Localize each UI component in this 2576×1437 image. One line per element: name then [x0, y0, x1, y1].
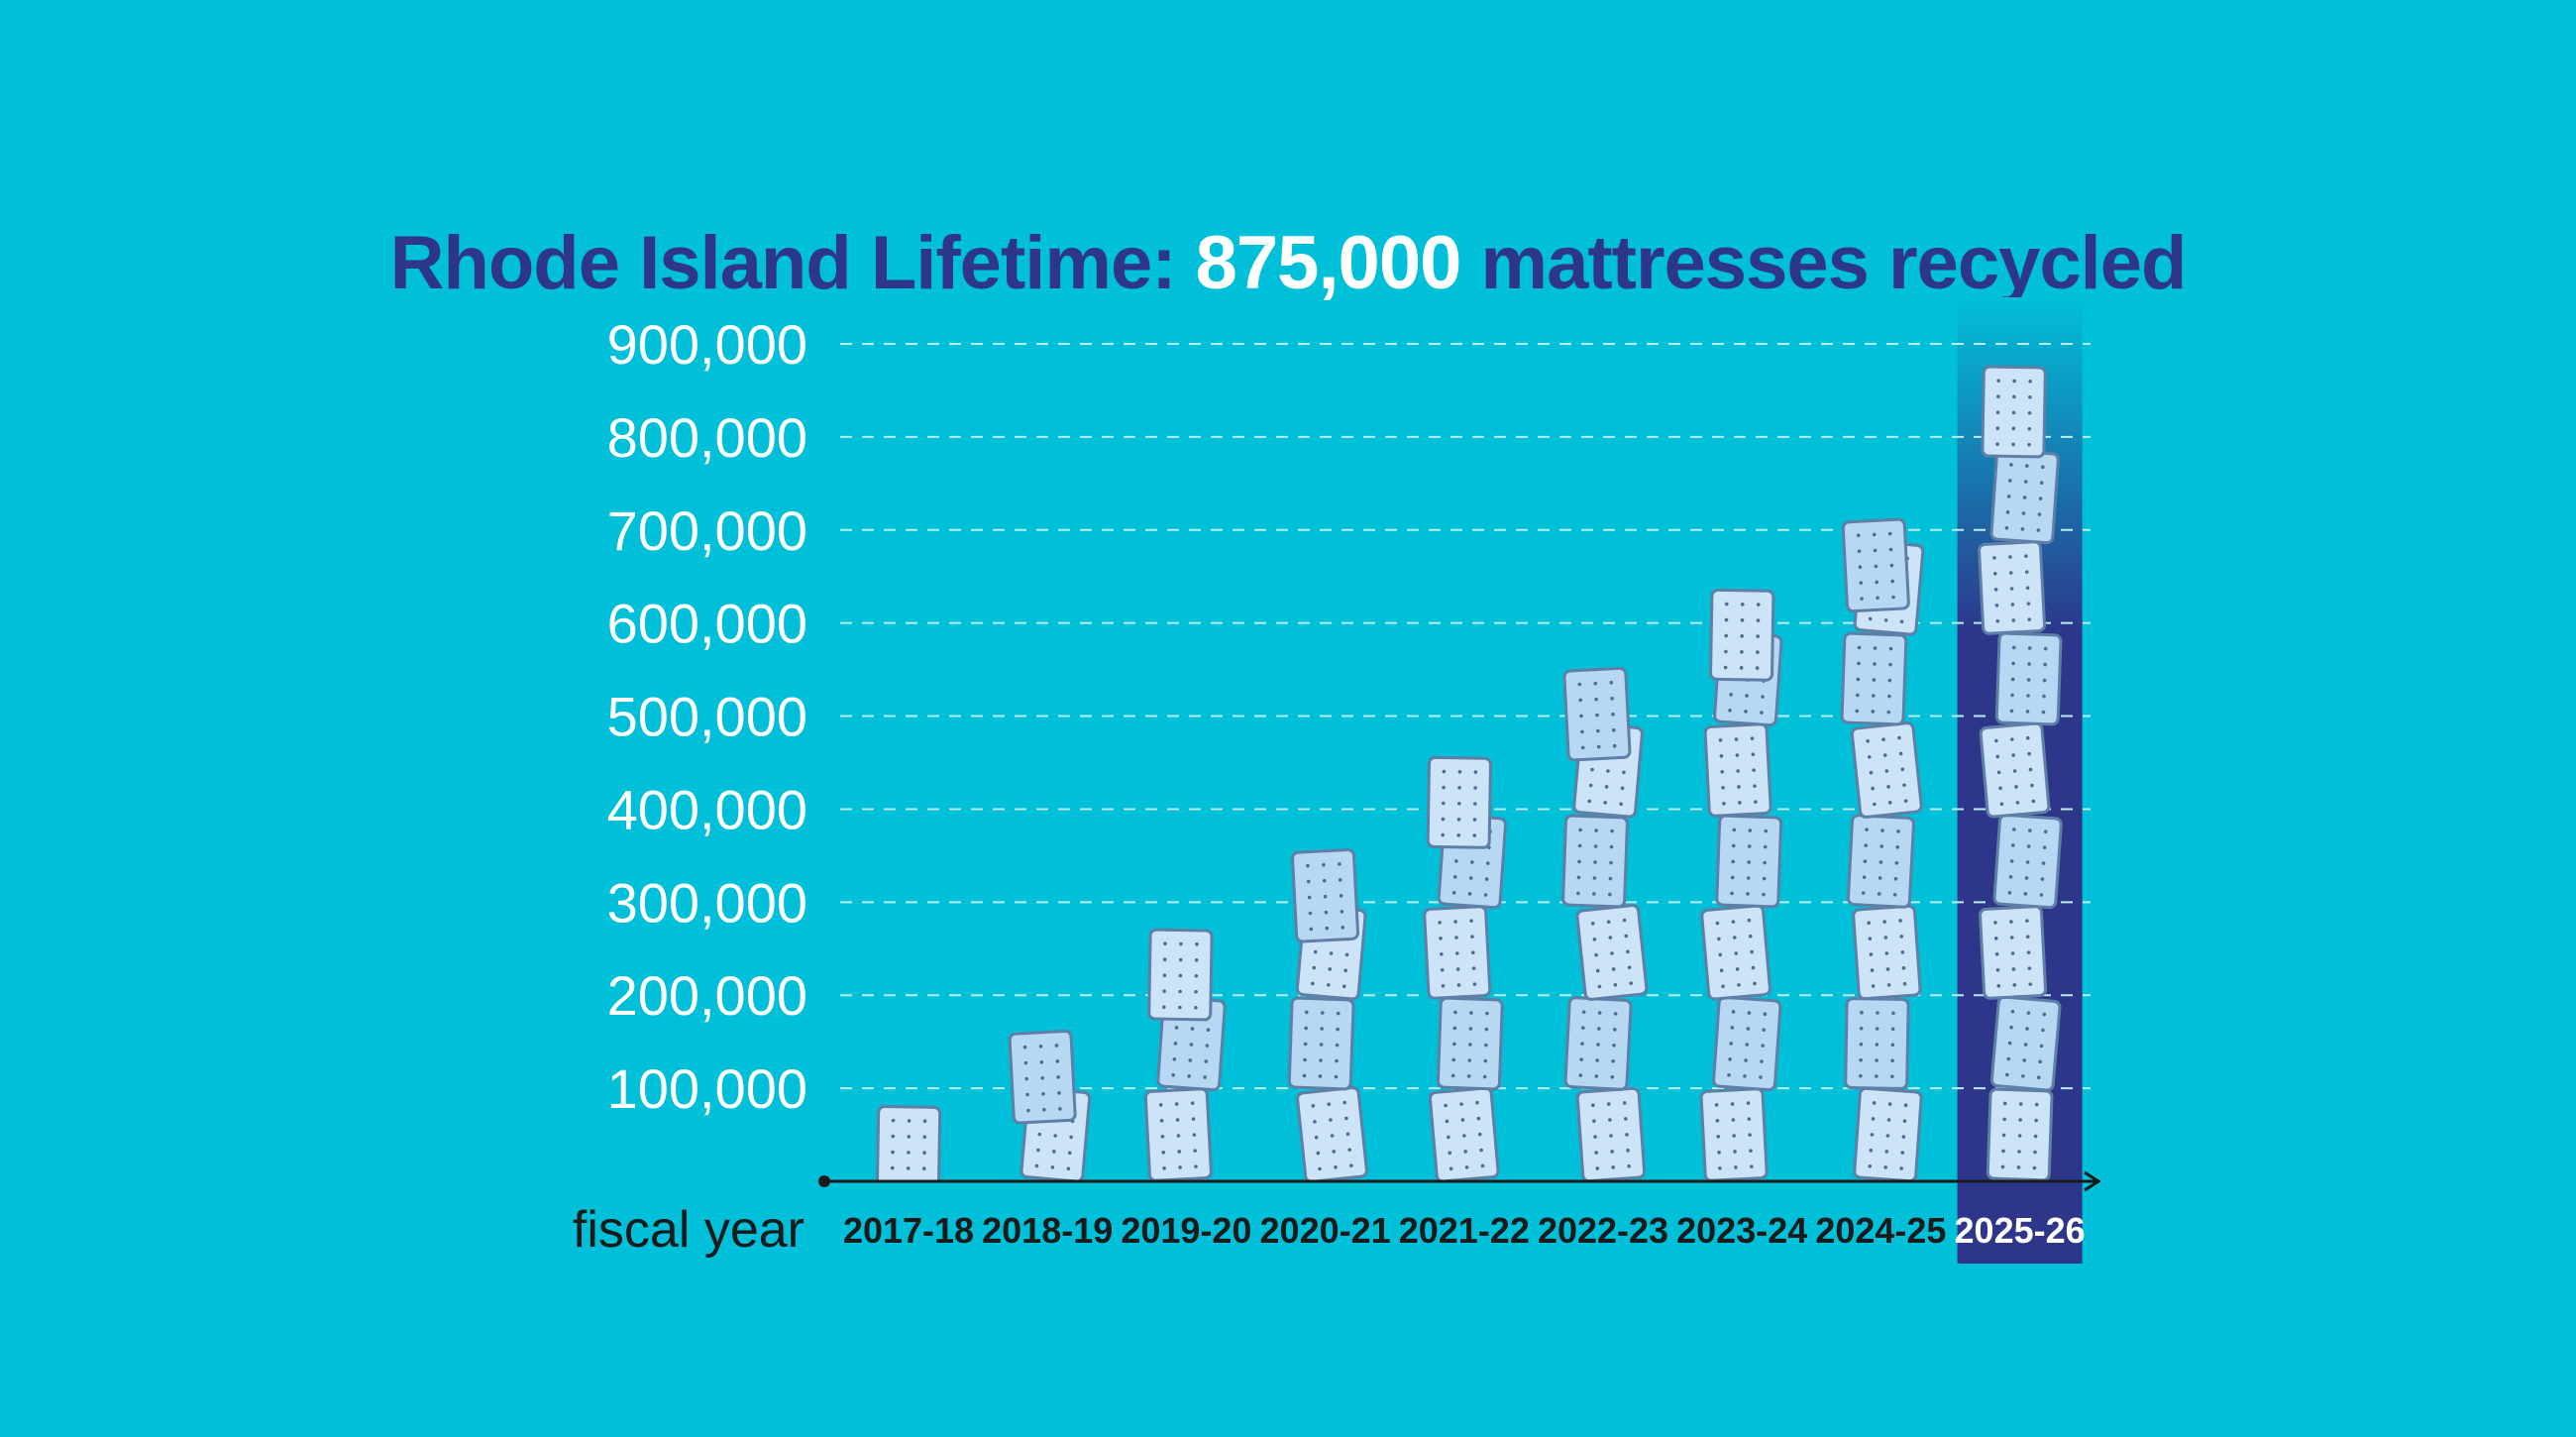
mattress-icon — [1561, 814, 1629, 909]
mattress-icon — [1147, 928, 1214, 1022]
mattress-icon — [1853, 1086, 1923, 1181]
bar-2023-24 — [1699, 588, 1783, 1181]
chart-title-highlight: 875,000 — [1195, 221, 1462, 305]
mattress-icon — [1981, 365, 2047, 459]
mattress-icon — [1979, 721, 2051, 819]
y-tick-label-900000: 900,000 — [607, 313, 807, 376]
y-tick-label-200000: 200,000 — [607, 964, 807, 1027]
mattress-icon — [1989, 448, 2060, 545]
y-tick-label-400000: 400,000 — [607, 778, 807, 840]
y-tick-label-800000: 800,000 — [607, 406, 807, 469]
bar-2017-18 — [875, 1104, 942, 1181]
y-tick-label-600000: 600,000 — [607, 593, 807, 655]
chart-title-prefix: Rhode Island Lifetime: — [389, 221, 1196, 305]
x-axis-label: fiscal year — [573, 1201, 805, 1259]
y-tick-label-300000: 300,000 — [607, 871, 807, 934]
chart-title-suffix: mattresses recycled — [1460, 221, 2187, 305]
bar-2018-19 — [1008, 1030, 1092, 1181]
axis-origin-dot — [818, 1175, 830, 1187]
mattress-icon — [1709, 588, 1775, 682]
bar-2024-25 — [1840, 517, 1925, 1181]
mattress-icon — [1992, 813, 2063, 910]
mattress-icon — [1700, 904, 1771, 1001]
x-tick-label-2020-21: 2020-21 — [1260, 1210, 1391, 1251]
bar-2025-26 — [1978, 365, 2063, 1181]
mattress-icon — [1436, 996, 1504, 1091]
mattress-icon — [1852, 904, 1922, 1001]
x-axis-arrow-icon — [2084, 1170, 2101, 1192]
x-tick-label-2022-23: 2022-23 — [1538, 1210, 1668, 1251]
y-tick-label-500000: 500,000 — [607, 686, 807, 748]
mattress-icon — [1563, 996, 1633, 1091]
bar-2021-22 — [1423, 755, 1508, 1181]
bar-2020-21 — [1287, 847, 1368, 1181]
x-tick-label-2021-22: 2021-22 — [1399, 1210, 1530, 1251]
x-tick-label-2019-20: 2019-20 — [1121, 1210, 1251, 1251]
mattress-icon — [1994, 631, 2063, 726]
x-tick-label-2023-24: 2023-24 — [1676, 1210, 1807, 1251]
mattress-icon — [1841, 517, 1910, 613]
mattress-icon — [1428, 1086, 1500, 1181]
chart-title: Rhode Island Lifetime: 875,000 mattresse… — [0, 220, 2576, 306]
x-tick-label-2025-26: 2025-26 — [1955, 1210, 2086, 1251]
x-tick-label-2018-19: 2018-19 — [982, 1210, 1113, 1251]
mattress-icon — [1840, 631, 1908, 726]
mattress-icon — [1575, 904, 1649, 1001]
x-tick-label-2017-18: 2017-18 — [843, 1210, 974, 1251]
mattress-icon — [1712, 995, 1782, 1092]
mattress-icon — [1423, 905, 1492, 1000]
x-tick-label-2024-25: 2024-25 — [1815, 1210, 1946, 1251]
mattress-icon — [875, 1104, 942, 1181]
mattress-icon — [1703, 722, 1772, 818]
mattress-icon — [1986, 1087, 2054, 1181]
mattress-icon — [1850, 721, 1923, 819]
mattress-icon — [1296, 1086, 1368, 1181]
y-tick-label-700000: 700,000 — [607, 499, 807, 562]
mattress-icon — [1426, 755, 1492, 849]
mattress-icon — [1715, 814, 1783, 909]
mattress-icon — [1978, 540, 2047, 635]
mattress-icon — [1844, 997, 1910, 1090]
mattress-icon — [1291, 847, 1360, 943]
mattress-icon — [1143, 1087, 1213, 1181]
mattress-icon — [1846, 814, 1915, 909]
mattress-icon — [1979, 905, 2048, 1000]
mattress-icon — [1575, 1086, 1647, 1181]
bar-2022-23 — [1561, 666, 1649, 1181]
mattress-icon — [1699, 1087, 1769, 1181]
mattress-icon — [1562, 666, 1632, 762]
mattress-icon — [1989, 995, 2062, 1092]
bar-2019-20 — [1143, 928, 1227, 1181]
y-tick-label-100000: 100,000 — [607, 1057, 807, 1120]
mattress-icon — [1287, 996, 1355, 1091]
mattress-icon — [1008, 1030, 1077, 1125]
